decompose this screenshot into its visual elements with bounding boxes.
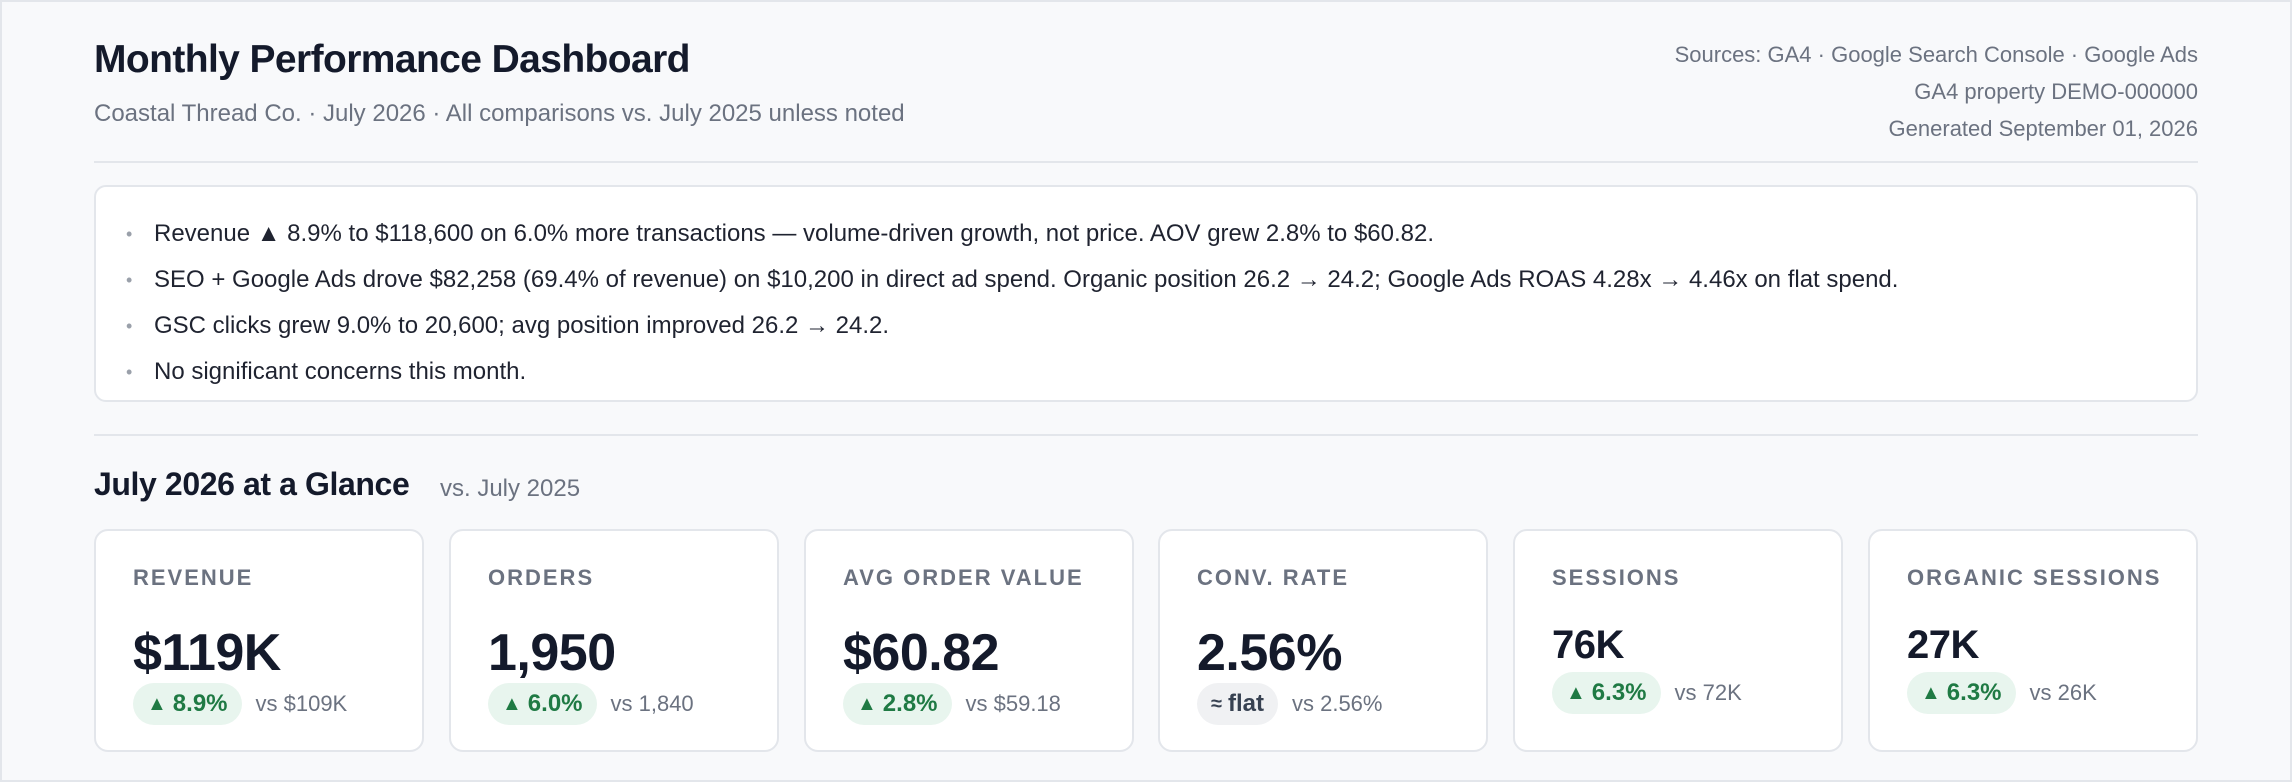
kpi-card-organic-sessions: ORGANIC SESSIONS 27K ▲ 6.3% vs 26K: [1868, 529, 2198, 752]
kpi-card-sessions: SESSIONS 76K ▲ 6.3% vs 72K: [1513, 529, 1843, 752]
change-value: 2.8%: [882, 690, 938, 717]
bullet-icon: •: [126, 270, 133, 290]
kpi-value: 2.56%: [1197, 624, 1342, 682]
up-arrow-icon: ▲: [502, 692, 522, 715]
kpi-value: 76K: [1552, 623, 1624, 667]
kpi-label: SESSIONS: [1552, 565, 1681, 590]
dashboard: Monthly Performance Dashboard Coastal Th…: [94, 0, 2198, 752]
section-title: July 2026 at a Glance: [94, 466, 410, 502]
sources-text: Sources: GA4 · Google Search Console · G…: [1674, 42, 2198, 67]
change-value: 8.9%: [172, 690, 228, 717]
header: Monthly Performance Dashboard Coastal Th…: [94, 0, 2198, 163]
up-arrow-icon: ▲: [1566, 681, 1586, 704]
change-badge: ▲ 2.8%: [843, 683, 952, 725]
change-badge: ▲ 6.3%: [1552, 672, 1661, 714]
kpi-value: $119K: [133, 624, 281, 682]
kpi-change-row: ▲ 8.9% vs $109K: [133, 683, 347, 725]
compare-value: vs 72K: [1674, 680, 1742, 705]
change-badge: ▲ 6.0%: [488, 683, 597, 725]
up-arrow-icon: ▲: [147, 692, 167, 715]
kpi-label: CONV. RATE: [1197, 565, 1350, 590]
kpi-change-row: ≈ flat vs 2.56%: [1197, 683, 1382, 725]
summary-item: • No significant concerns this month.: [126, 349, 2196, 395]
kpi-label: REVENUE: [133, 565, 254, 590]
summary-item: • SEO + Google Ads drove $82,258 (69.4% o…: [126, 257, 2196, 303]
up-arrow-icon: ▲: [1921, 681, 1941, 704]
kpi-card-revenue: REVENUE $119K ▲ 8.9% vs $109K: [94, 529, 424, 752]
bullet-icon: •: [126, 224, 133, 244]
page-subtitle: Coastal Thread Co. · July 2026 · All com…: [94, 100, 905, 127]
change-badge: ▲ 8.9%: [133, 683, 242, 725]
summary-text: No significant concerns this month.: [154, 358, 527, 385]
change-value: 6.3%: [1946, 679, 2002, 706]
kpi-card-aov: AVG ORDER VALUE $60.82 ▲ 2.8% vs $59.18: [804, 529, 1134, 752]
change-badge: ≈ flat: [1197, 683, 1278, 725]
kpi-card-conv-rate: CONV. RATE 2.56% ≈ flat vs 2.56%: [1158, 529, 1488, 752]
change-badge: ▲ 6.3%: [1907, 672, 2016, 714]
header-meta: Sources: GA4 · Google Search Console · G…: [1675, 36, 2198, 147]
property-text: GA4 property DEMO-000000: [1914, 79, 2198, 104]
bullet-icon: •: [126, 362, 133, 382]
summary-box: • Revenue ▲ 8.9% to $118,600 on 6.0% more…: [94, 185, 2198, 402]
section-divider: [94, 434, 2198, 436]
summary-item: • Revenue ▲ 8.9% to $118,600 on 6.0% more…: [126, 211, 2196, 257]
kpi-label: ORGANIC SESSIONS: [1907, 565, 2162, 590]
summary-text: GSC clicks grew 9.0% to 20,600; avg posi…: [154, 312, 890, 339]
compare-value: vs 2.56%: [1291, 691, 1383, 716]
kpi-value: $60.82: [843, 624, 1000, 682]
change-value: flat: [1227, 690, 1264, 717]
up-arrow-icon: ▲: [857, 692, 877, 715]
kpi-value: 27K: [1907, 623, 1979, 667]
compare-value: vs 26K: [2029, 680, 2097, 705]
compare-value: vs $109K: [255, 691, 348, 716]
summary-text: SEO + Google Ads drove $82,258 (69.4% of…: [154, 266, 1899, 293]
kpi-label: AVG ORDER VALUE: [843, 565, 1084, 590]
bullet-icon: •: [126, 316, 133, 336]
generated-text: Generated September 01, 2026: [1888, 116, 2198, 141]
compare-value: vs $59.18: [965, 691, 1061, 716]
kpi-cards: REVENUE $119K ▲ 8.9% vs $109K ORDERS 1,95…: [94, 529, 2198, 752]
change-value: 6.0%: [527, 690, 583, 717]
approx-icon: ≈: [1211, 692, 1222, 715]
kpi-value: 1,950: [488, 624, 616, 682]
kpi-change-row: ▲ 6.3% vs 26K: [1907, 672, 2097, 714]
kpi-change-row: ▲ 6.3% vs 72K: [1552, 672, 1742, 714]
kpi-label: ORDERS: [488, 565, 595, 590]
page-title: Monthly Performance Dashboard: [94, 38, 690, 81]
summary-text: Revenue ▲ 8.9% to $118,600 on 6.0% more …: [154, 220, 1435, 247]
compare-value: vs 1,840: [610, 691, 694, 716]
kpi-change-row: ▲ 6.0% vs 1,840: [488, 683, 694, 725]
change-value: 6.3%: [1591, 679, 1647, 706]
kpi-card-orders: ORDERS 1,950 ▲ 6.0% vs 1,840: [449, 529, 779, 752]
kpi-change-row: ▲ 2.8% vs $59.18: [843, 683, 1061, 725]
summary-item: • GSC clicks grew 9.0% to 20,600; avg pos…: [126, 303, 2196, 349]
section-subtitle: vs. July 2025: [440, 475, 581, 502]
